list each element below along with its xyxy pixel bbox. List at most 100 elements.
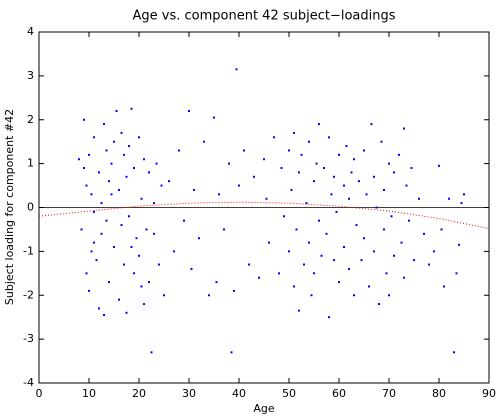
point bbox=[120, 131, 123, 134]
y-tick-label: -4 bbox=[23, 376, 34, 389]
point bbox=[328, 136, 330, 139]
point bbox=[213, 116, 215, 119]
point bbox=[460, 202, 463, 205]
point bbox=[148, 171, 150, 174]
fit-curve bbox=[38, 201, 490, 230]
point bbox=[160, 184, 163, 187]
point bbox=[368, 285, 370, 288]
point bbox=[133, 272, 135, 275]
point bbox=[123, 153, 125, 156]
point bbox=[323, 167, 325, 170]
point bbox=[393, 254, 395, 257]
point bbox=[118, 188, 120, 191]
point bbox=[288, 250, 290, 253]
point bbox=[118, 298, 120, 301]
point bbox=[203, 140, 205, 143]
point bbox=[80, 228, 83, 231]
point bbox=[83, 167, 85, 170]
point bbox=[183, 219, 185, 222]
point bbox=[85, 272, 88, 275]
point bbox=[333, 259, 335, 262]
point bbox=[298, 171, 300, 174]
point bbox=[90, 250, 93, 253]
point bbox=[145, 228, 148, 231]
point bbox=[143, 303, 145, 306]
point bbox=[113, 140, 115, 143]
point bbox=[155, 162, 158, 165]
point bbox=[110, 193, 113, 196]
y-tick-label: 0 bbox=[27, 201, 34, 214]
point bbox=[423, 232, 425, 235]
point bbox=[305, 202, 308, 205]
point bbox=[403, 127, 405, 130]
x-tick-label: 50 bbox=[282, 387, 296, 400]
point bbox=[373, 250, 375, 253]
point bbox=[390, 215, 393, 218]
point bbox=[115, 109, 118, 112]
point bbox=[343, 184, 345, 187]
point bbox=[143, 158, 145, 161]
point bbox=[93, 210, 95, 213]
point bbox=[103, 313, 105, 316]
point bbox=[178, 149, 180, 152]
point bbox=[315, 162, 318, 165]
point bbox=[453, 351, 455, 354]
point bbox=[280, 167, 283, 170]
point bbox=[298, 309, 300, 312]
point bbox=[218, 193, 220, 196]
x-tick-label: 90 bbox=[482, 387, 496, 400]
point bbox=[125, 175, 128, 178]
point bbox=[370, 123, 373, 126]
point bbox=[338, 153, 340, 156]
point bbox=[173, 250, 175, 253]
point bbox=[243, 149, 245, 152]
point bbox=[223, 228, 225, 231]
point bbox=[355, 224, 358, 227]
point bbox=[208, 294, 210, 297]
point bbox=[408, 219, 410, 222]
y-tick-label: -3 bbox=[23, 332, 34, 345]
point bbox=[388, 294, 390, 297]
point bbox=[168, 180, 170, 183]
point bbox=[385, 272, 388, 275]
point bbox=[133, 167, 135, 170]
point bbox=[140, 197, 143, 200]
point bbox=[293, 131, 295, 134]
point bbox=[198, 237, 200, 240]
point bbox=[248, 263, 250, 266]
x-tick-label: 20 bbox=[132, 387, 146, 400]
point bbox=[105, 149, 108, 152]
point bbox=[98, 307, 100, 310]
point bbox=[388, 162, 390, 165]
point bbox=[458, 243, 460, 246]
point bbox=[300, 153, 303, 156]
point bbox=[93, 136, 95, 139]
point bbox=[153, 232, 155, 235]
x-tick-label: 60 bbox=[332, 387, 346, 400]
point bbox=[330, 193, 333, 196]
point bbox=[313, 180, 315, 183]
point bbox=[135, 237, 138, 240]
point bbox=[310, 294, 313, 297]
point bbox=[263, 158, 265, 161]
point bbox=[413, 259, 415, 262]
point bbox=[193, 188, 195, 191]
point bbox=[190, 267, 193, 270]
point bbox=[130, 245, 133, 248]
point bbox=[383, 188, 385, 191]
point bbox=[358, 180, 360, 183]
point bbox=[138, 254, 140, 257]
point bbox=[308, 241, 310, 244]
point bbox=[278, 272, 280, 275]
point bbox=[428, 263, 430, 266]
point bbox=[325, 232, 328, 235]
point bbox=[123, 263, 125, 266]
point bbox=[353, 294, 355, 297]
point bbox=[418, 197, 420, 200]
y-tick-label: 2 bbox=[27, 113, 34, 126]
point bbox=[290, 188, 293, 191]
point bbox=[400, 241, 403, 244]
point bbox=[360, 259, 363, 262]
point bbox=[455, 272, 458, 275]
point bbox=[393, 171, 395, 174]
